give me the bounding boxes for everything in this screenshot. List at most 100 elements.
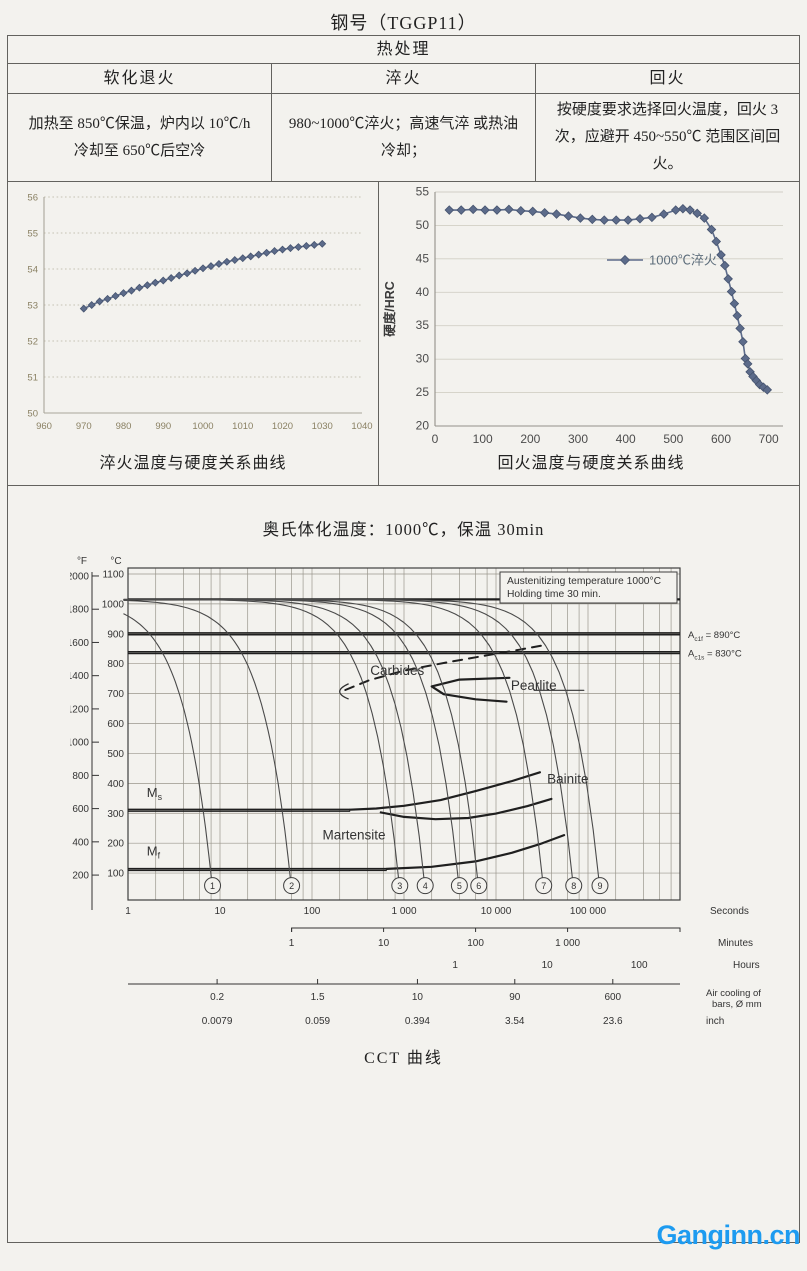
svg-text:500: 500 — [107, 749, 124, 760]
svg-text:300: 300 — [568, 432, 588, 446]
svg-text:100: 100 — [107, 869, 124, 880]
svg-text:0.394: 0.394 — [405, 1016, 430, 1027]
svg-text:500: 500 — [663, 432, 683, 446]
svg-text:600: 600 — [711, 432, 731, 446]
svg-text:100: 100 — [631, 960, 648, 971]
svg-text:°F: °F — [77, 556, 87, 567]
svg-text:23.6: 23.6 — [603, 1016, 623, 1027]
temper-chart-caption: 回火温度与硬度关系曲线 — [497, 455, 685, 472]
svg-text:bars, Ø mm: bars, Ø mm — [712, 999, 762, 1010]
svg-text:10: 10 — [412, 992, 424, 1003]
legend: 1000℃淬火 — [607, 253, 717, 268]
svg-text:51: 51 — [27, 373, 38, 384]
page-title: 钢号（TGGP11） — [330, 13, 477, 33]
svg-text:90: 90 — [509, 992, 521, 1003]
svg-text:1030: 1030 — [312, 421, 333, 432]
cct-caption: CCT 曲线 — [364, 1050, 443, 1067]
cct-section: 奥氏体化温度：1000℃，保温 30min °F°C20040060080010… — [8, 486, 800, 1250]
svg-text:3: 3 — [397, 881, 402, 891]
svg-text:56: 56 — [27, 193, 38, 204]
svg-text:10: 10 — [378, 938, 390, 949]
svg-text:10: 10 — [214, 906, 226, 917]
svg-text:1000: 1000 — [192, 421, 213, 432]
charts-row: 50 51 52 53 54 55 56 960 970 980 990 1000 1010 1020 10… — [8, 182, 799, 486]
svg-text:1100: 1100 — [102, 569, 124, 580]
svg-text:1: 1 — [210, 881, 215, 891]
svg-text:600: 600 — [604, 992, 621, 1003]
svg-text:700: 700 — [107, 689, 124, 700]
svg-text:Martensite: Martensite — [322, 828, 385, 843]
svg-text:2: 2 — [289, 881, 294, 891]
quench-hardness-chart: 50 51 52 53 54 55 56 960 970 980 990 1000 1010 1020 10… — [27, 193, 372, 433]
svg-text:200: 200 — [72, 871, 89, 882]
cct-phase-labels: Carbides Pearlite Bainite Martensite — [322, 663, 588, 843]
svg-text:Hours: Hours — [733, 960, 760, 971]
table-body-row: 加热至 850℃保温，炉内以 10℃/h 冷却至 650℃后空冷 980~100… — [8, 94, 799, 182]
svg-text:45: 45 — [416, 251, 430, 265]
column-header-quenching: 淬火 — [272, 64, 536, 93]
temper-hardness-chart: 20 25 30 35 40 45 50 55 0 100 200 300 400 500 600 700 硬度… — [382, 186, 783, 446]
svg-text:300: 300 — [107, 809, 124, 820]
svg-text:Seconds: Seconds — [710, 906, 749, 917]
svg-text:Bainite: Bainite — [547, 771, 588, 786]
svg-text:1040: 1040 — [351, 421, 372, 432]
svg-text:35: 35 — [416, 318, 430, 332]
svg-text:50: 50 — [27, 409, 38, 420]
quench-chart-caption: 淬火温度与硬度关系曲线 — [99, 455, 287, 472]
svg-text:50: 50 — [416, 218, 430, 232]
svg-text:900: 900 — [107, 629, 124, 640]
svg-text:Carbides: Carbides — [370, 663, 424, 678]
svg-text:Ac1s = 830°C: Ac1s = 830°C — [688, 649, 742, 662]
cct-grid — [127, 568, 680, 900]
svg-text:1: 1 — [452, 960, 458, 971]
svg-text:800: 800 — [107, 659, 124, 670]
svg-text:Pearlite: Pearlite — [511, 678, 557, 693]
cell-tempering-process: 按硬度要求选择回火温度，回火 3 次，应避开 450~550℃ 范围区间回火。 — [554, 102, 781, 172]
svg-text:1000℃淬火: 1000℃淬火 — [649, 253, 717, 268]
svg-text:53: 53 — [27, 301, 38, 312]
svg-text:600: 600 — [72, 804, 89, 815]
cct-time-scales: 1 10 100 1 000 10 000 100 000 Seconds 1 10 100 1 0… — [125, 906, 761, 1027]
svg-text:800: 800 — [72, 771, 89, 782]
svg-text:6: 6 — [476, 881, 481, 891]
svg-text:1.5: 1.5 — [311, 992, 325, 1003]
svg-text:1 000: 1 000 — [555, 938, 580, 949]
cct-curve-numbers: 1 2 3 4 5 6 7 8 9 — [204, 877, 609, 895]
svg-text:9: 9 — [597, 881, 602, 891]
svg-text:980: 980 — [116, 421, 132, 432]
quench-chart-cell: 50 51 52 53 54 55 56 960 970 980 990 1000 1010 1020 10… — [8, 182, 379, 485]
svg-text:4: 4 — [423, 881, 428, 891]
column-header-annealing: 软化退火 — [8, 64, 272, 93]
svg-text:Ac1f = 890°C: Ac1f = 890°C — [688, 630, 740, 643]
svg-text:Mf: Mf — [147, 844, 161, 861]
svg-text:°C: °C — [110, 556, 121, 567]
cct-cooling-curves — [123, 598, 601, 891]
svg-text:7: 7 — [541, 881, 546, 891]
cct-figure: °F°C200400600800100012001400160018002000… — [70, 556, 799, 1034]
svg-text:3.54: 3.54 — [505, 1016, 525, 1027]
svg-text:1600: 1600 — [70, 638, 89, 649]
svg-text:55: 55 — [416, 186, 430, 199]
cct-note-box: Austenitizing temperature 1000°C Holding … — [499, 571, 678, 604]
svg-text:0.2: 0.2 — [210, 992, 224, 1003]
svg-text:Minutes: Minutes — [718, 938, 753, 949]
svg-text:0.059: 0.059 — [305, 1016, 330, 1027]
document-border: 热处理 软化退火 淬火 回火 加热至 850℃保温，炉内以 10℃/h 冷却至 … — [7, 35, 800, 1250]
temper-chart-cell: 20 25 30 35 40 45 50 55 0 100 200 300 400 500 600 700 硬度… — [379, 182, 803, 485]
svg-text:10 000: 10 000 — [481, 906, 512, 917]
svg-text:1: 1 — [125, 906, 131, 917]
svg-text:200: 200 — [107, 839, 124, 850]
svg-text:1000: 1000 — [70, 738, 89, 749]
svg-text:1 000: 1 000 — [391, 906, 416, 917]
svg-text:54: 54 — [27, 265, 38, 276]
svg-text:inch: inch — [706, 1016, 724, 1027]
svg-text:52: 52 — [27, 337, 38, 348]
svg-text:100 000: 100 000 — [570, 906, 607, 917]
svg-text:1200: 1200 — [70, 704, 89, 715]
svg-text:400: 400 — [107, 779, 124, 790]
svg-text:5: 5 — [457, 881, 462, 891]
svg-text:Holding time 30 min.: Holding time 30 min. — [507, 589, 601, 600]
svg-text:55: 55 — [27, 229, 38, 240]
svg-text:100: 100 — [304, 906, 321, 917]
